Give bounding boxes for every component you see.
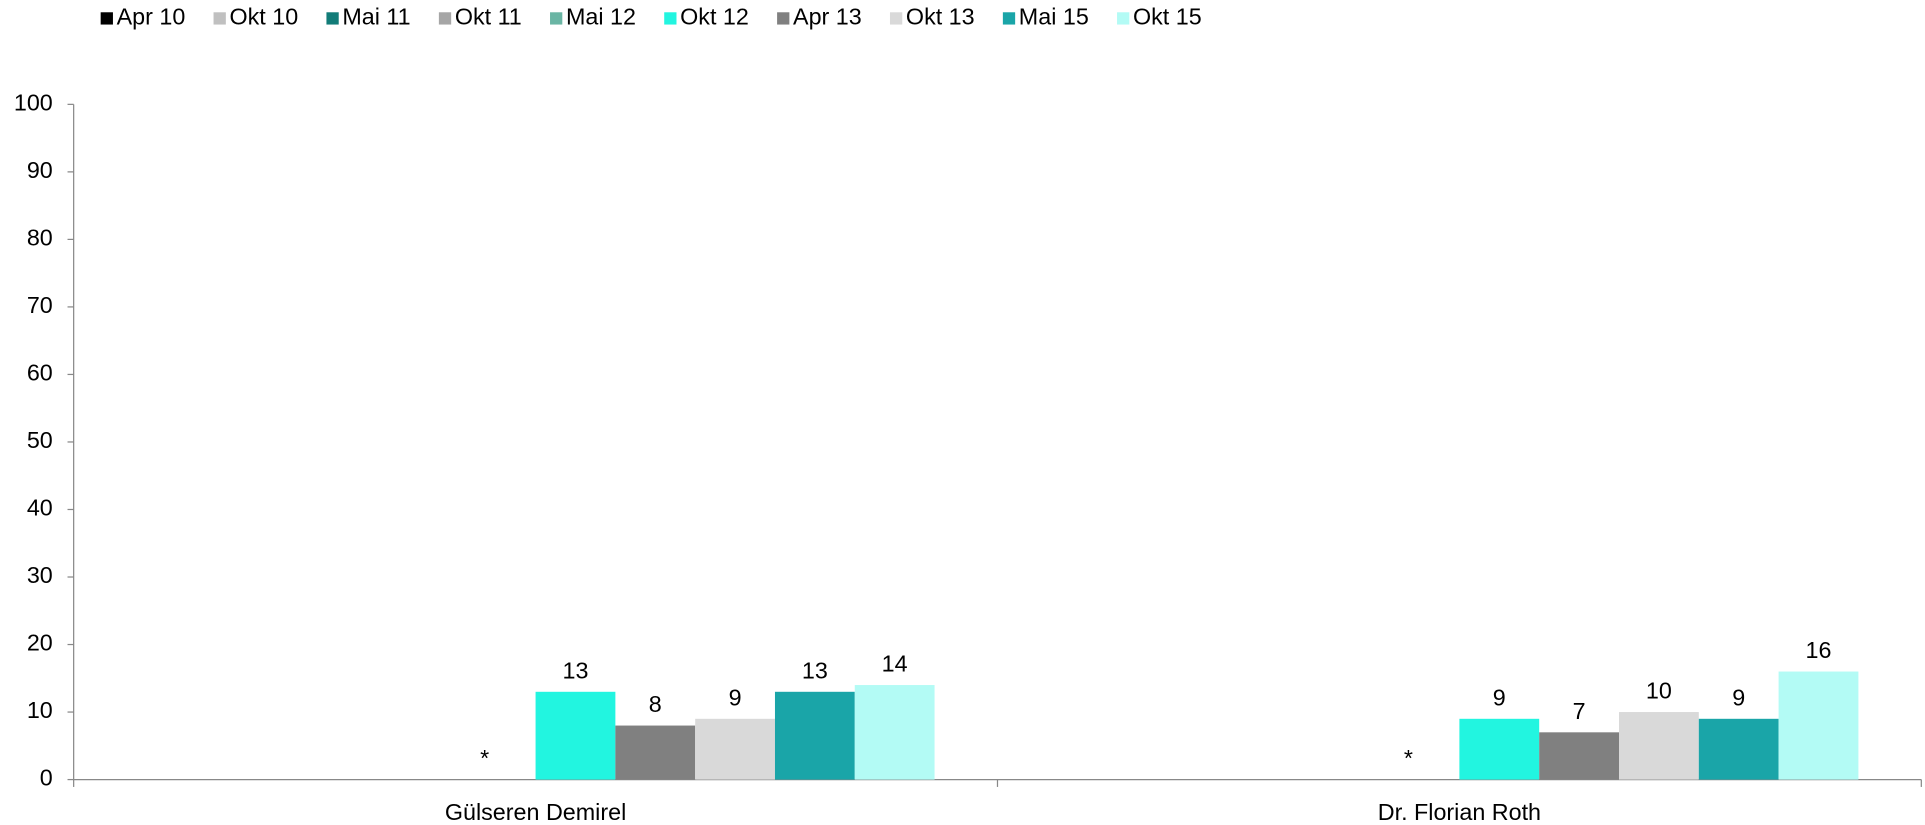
y-tick-label: 30 bbox=[27, 562, 53, 588]
y-tick-label: 10 bbox=[27, 697, 53, 723]
bar bbox=[615, 725, 696, 780]
bar bbox=[535, 691, 616, 780]
data-label: 16 bbox=[1806, 637, 1832, 663]
data-label: 13 bbox=[802, 657, 828, 683]
data-label: 13 bbox=[563, 657, 589, 683]
legend-label: Okt 10 bbox=[230, 4, 299, 30]
data-label: 14 bbox=[882, 651, 908, 677]
y-tick-label: 40 bbox=[27, 495, 53, 521]
y-tick-label: 100 bbox=[14, 90, 53, 116]
legend-label: Okt 12 bbox=[680, 4, 749, 30]
x-tick-label: Gülseren Demirel bbox=[445, 799, 626, 825]
bar bbox=[774, 691, 855, 780]
x-tick-label: Dr. Florian Roth bbox=[1378, 799, 1541, 825]
legend-label: Okt 13 bbox=[906, 4, 975, 30]
legend-swatch bbox=[438, 12, 452, 25]
y-tick-label: 90 bbox=[27, 157, 53, 183]
legend-label: Apr 13 bbox=[793, 4, 862, 30]
bar bbox=[1459, 718, 1540, 780]
bar bbox=[854, 685, 935, 780]
legend-swatch bbox=[326, 12, 339, 25]
legend-swatch bbox=[664, 12, 677, 25]
legend-label: Mai 15 bbox=[1019, 4, 1089, 30]
y-tick-label: 50 bbox=[27, 427, 53, 453]
data-label: 9 bbox=[1493, 684, 1506, 710]
legend-swatch bbox=[550, 12, 563, 25]
y-tick-label: 0 bbox=[40, 765, 53, 791]
legend-swatch bbox=[100, 12, 113, 25]
y-tick-label: 80 bbox=[27, 225, 53, 251]
legend-label: Mai 11 bbox=[342, 4, 410, 30]
data-label: * bbox=[480, 745, 489, 771]
legend-label: Okt 15 bbox=[1133, 4, 1202, 30]
y-tick-label: 20 bbox=[27, 630, 53, 656]
data-label: 7 bbox=[1573, 698, 1586, 724]
legend-label: Apr 10 bbox=[117, 4, 186, 30]
bar bbox=[1539, 732, 1620, 780]
data-label: 9 bbox=[729, 684, 742, 710]
legend-swatch bbox=[213, 12, 226, 25]
y-tick-label: 70 bbox=[27, 292, 53, 318]
y-tick-label: 60 bbox=[27, 360, 53, 386]
bar bbox=[1698, 718, 1779, 780]
legend-swatch bbox=[1117, 12, 1130, 25]
bar bbox=[1778, 671, 1859, 780]
legend-swatch bbox=[777, 12, 790, 25]
data-label: 8 bbox=[649, 691, 662, 717]
legend-label: Mai 12 bbox=[566, 4, 636, 30]
legend-label: Okt 11 bbox=[455, 4, 522, 30]
data-label: * bbox=[1404, 745, 1413, 771]
data-label: 10 bbox=[1646, 678, 1672, 704]
legend-swatch bbox=[1002, 12, 1016, 25]
bar bbox=[1619, 712, 1699, 780]
legend-swatch bbox=[889, 12, 903, 25]
bar bbox=[695, 718, 775, 780]
data-label: 9 bbox=[1732, 684, 1745, 710]
